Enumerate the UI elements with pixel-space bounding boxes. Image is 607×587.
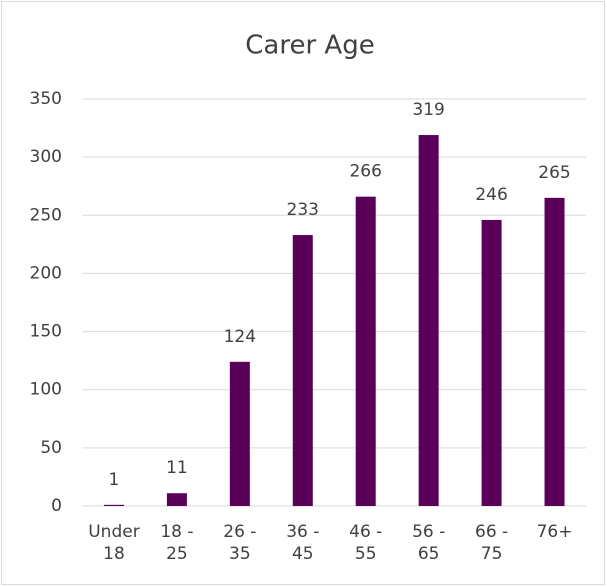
y-tick-label: 200 [30, 263, 62, 283]
data-label: 1 [109, 470, 120, 490]
data-label: 319 [412, 100, 444, 120]
y-tick-label: 50 [40, 438, 62, 458]
bar [229, 361, 250, 506]
x-tick-label: 66 - 75 [475, 522, 509, 564]
y-tick-label: 250 [30, 205, 62, 225]
chart-title: Carer Age [245, 31, 374, 61]
bar [103, 504, 124, 506]
y-tick-label: 150 [30, 322, 62, 342]
data-label: 265 [538, 163, 570, 183]
x-tick-label: Under 18 [88, 522, 140, 564]
x-tick-label: 18 - 25 [160, 522, 194, 564]
x-tick-label: 56 - 65 [412, 522, 446, 564]
bar [418, 135, 439, 506]
y-tick-label: 0 [51, 496, 62, 516]
data-label: 266 [349, 162, 381, 182]
x-tick-label: 76+ [536, 522, 573, 542]
y-tick-label: 300 [30, 147, 62, 167]
y-tick-label: 350 [30, 89, 62, 109]
bar [166, 493, 187, 506]
x-tick-label: 46 - 55 [349, 522, 383, 564]
data-label: 246 [475, 185, 507, 205]
data-label: 11 [166, 458, 188, 478]
x-tick-label: 26 - 35 [223, 522, 257, 564]
data-label: 233 [287, 200, 319, 220]
bar [481, 219, 502, 507]
x-tick-label: 36 - 45 [286, 522, 320, 564]
bar [292, 235, 313, 506]
bar [355, 196, 376, 506]
y-tick-label: 100 [30, 380, 62, 400]
data-label: 124 [224, 327, 256, 347]
bar [544, 197, 565, 507]
